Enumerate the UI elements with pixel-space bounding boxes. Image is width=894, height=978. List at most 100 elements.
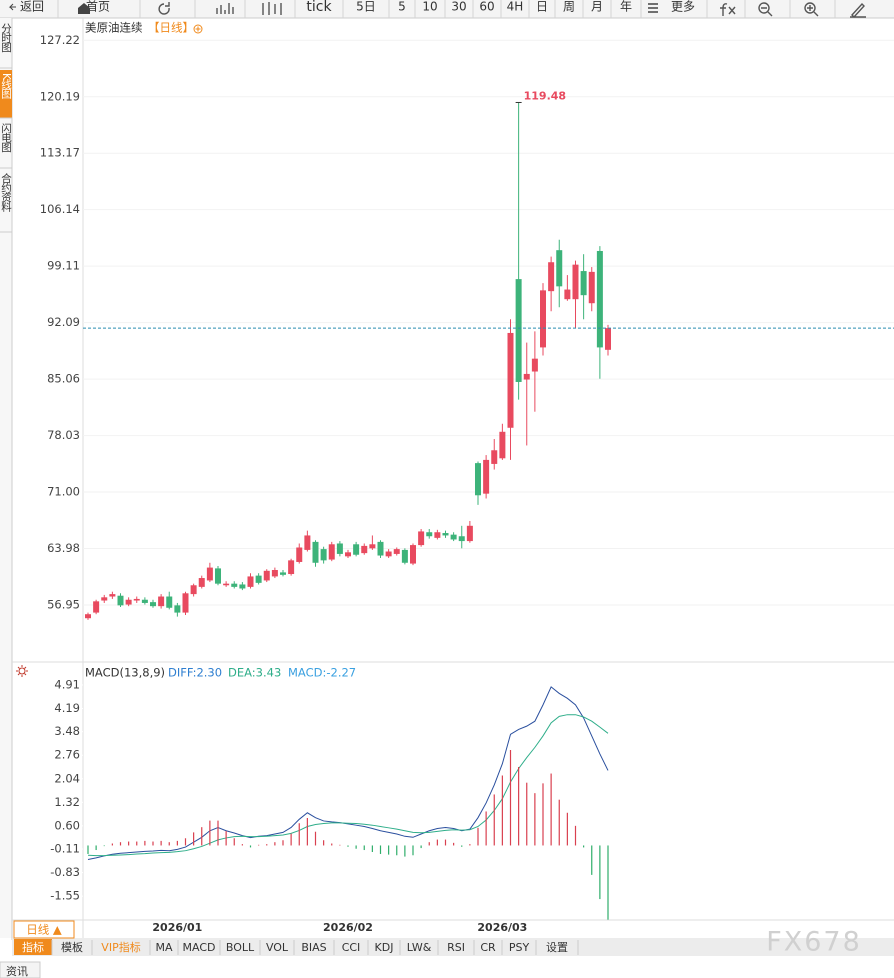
- indicator-tab[interactable]: 指标: [22, 940, 44, 954]
- sidebar-tab[interactable]: 合约资料: [0, 172, 12, 213]
- indicator-tab[interactable]: LW&: [407, 941, 432, 954]
- y-tick-label: 3.48: [54, 724, 80, 738]
- macd-bar: [453, 842, 455, 846]
- candle-body: [288, 560, 295, 575]
- macd-bar: [355, 845, 357, 849]
- fx-icon[interactable]: [720, 3, 736, 16]
- candle-body: [182, 593, 189, 613]
- macd-bar: [95, 845, 97, 851]
- toolbar-icons[interactable]: [158, 2, 866, 19]
- x-tick-label: 2026/03: [477, 921, 527, 934]
- candle-body: [515, 279, 522, 382]
- pen-icon[interactable]: [850, 2, 866, 19]
- candle-body: [206, 567, 213, 581]
- candle-body: [483, 459, 490, 494]
- zoom-in-icon[interactable]: [804, 2, 816, 14]
- zoom-in-icon-stroke[interactable]: [807, 5, 819, 17]
- macd-bar: [306, 818, 308, 846]
- sidebar-tab[interactable]: 闪电图: [0, 122, 12, 153]
- candle-body: [531, 358, 538, 372]
- indicator-tab[interactable]: BIAS: [301, 941, 326, 954]
- y-tick-label: 1.32: [54, 795, 80, 809]
- candle-body: [345, 552, 351, 557]
- candle-body: [426, 532, 433, 537]
- macd-bar: [347, 845, 349, 847]
- indicator-tab[interactable]: CR: [480, 941, 496, 954]
- candle-body: [588, 271, 595, 304]
- macd-bar: [119, 842, 122, 846]
- indicator-tab[interactable]: MA: [155, 941, 172, 954]
- candle-body: [312, 541, 319, 563]
- sidebar-tab[interactable]: K线图: [0, 73, 12, 100]
- candle-body: [466, 525, 473, 542]
- refresh-icon[interactable]: [158, 2, 170, 15]
- indicator-tab[interactable]: VIP指标: [101, 940, 140, 954]
- indicator-tab[interactable]: KDJ: [375, 941, 394, 954]
- indicator-tab[interactable]: VOL: [266, 941, 289, 954]
- toolbar-button[interactable]: 返回: [20, 0, 44, 14]
- indicator-tab-active[interactable]: [14, 939, 52, 955]
- macd-bar: [388, 845, 390, 855]
- indicator-tab[interactable]: RSI: [447, 941, 465, 954]
- footer-tab-label[interactable]: 资讯: [6, 965, 28, 978]
- toolbar-button[interactable]: 年: [620, 0, 632, 14]
- toolbar-button[interactable]: 日: [536, 0, 548, 14]
- settings-icon[interactable]: [16, 665, 28, 677]
- candle-body: [377, 541, 384, 556]
- zoom-out-icon-stroke[interactable]: [761, 7, 773, 17]
- sidebar-tab[interactable]: 分时图: [0, 23, 12, 53]
- footer-tab[interactable]: [0, 961, 41, 978]
- period-button[interactable]: [13, 920, 75, 939]
- x-tick-label: 2026/01: [152, 921, 202, 934]
- menu-icon[interactable]: [648, 3, 658, 13]
- candle-body: [133, 598, 140, 601]
- candle-body: [450, 534, 457, 540]
- back-icon[interactable]: [8, 3, 16, 11]
- indicator-tab[interactable]: 模板: [61, 940, 83, 954]
- toolbar-button[interactable]: 10: [422, 0, 437, 14]
- candle-body: [540, 290, 546, 348]
- macd-bar: [314, 831, 317, 846]
- toolbar-button[interactable]: 更多: [671, 0, 695, 14]
- toolbar-button[interactable]: 5日: [356, 0, 376, 14]
- y-tick-label: 71.00: [47, 485, 80, 499]
- candle-body: [572, 264, 579, 300]
- macd-bar: [558, 799, 560, 846]
- toolbar-button[interactable]: tick: [306, 0, 332, 15]
- add-icon[interactable]: [193, 24, 203, 34]
- candle-icon[interactable]: [262, 2, 282, 15]
- toolbar-button[interactable]: 周: [563, 0, 575, 14]
- macd-bar: [542, 783, 544, 846]
- macd-bar: [599, 845, 601, 900]
- toolbar-button[interactable]: 月: [591, 0, 603, 14]
- toolbar-button[interactable]: 5: [398, 0, 406, 14]
- candle-body: [320, 549, 327, 561]
- indicator-tab[interactable]: MACD: [183, 941, 216, 954]
- candle-body: [442, 533, 449, 536]
- macd-bar: [241, 844, 243, 846]
- toolbar-button[interactable]: 首页: [86, 0, 110, 14]
- home-icon[interactable]: [78, 3, 90, 14]
- macd-bar: [233, 838, 235, 846]
- toolbar-button[interactable]: 30: [451, 0, 466, 14]
- candle-body: [166, 596, 173, 608]
- candle-body: [353, 544, 360, 555]
- toolbar-button[interactable]: 4H: [507, 0, 524, 14]
- indicator-tab[interactable]: BOLL: [226, 941, 255, 954]
- candle-body: [85, 614, 91, 619]
- indicator-tab[interactable]: 设置: [546, 941, 568, 954]
- toolbar-button[interactable]: 60: [479, 0, 494, 14]
- macd-bar: [339, 844, 341, 846]
- y-tick-label: 120.19: [40, 89, 80, 103]
- macd-bar: [209, 820, 211, 846]
- indicator-tab[interactable]: CCI: [342, 941, 361, 954]
- zoom-out-icon[interactable]: [758, 2, 770, 14]
- candle-body: [190, 585, 197, 595]
- candle-body: [369, 544, 376, 549]
- period-button-label[interactable]: 日线 ▲: [26, 923, 62, 937]
- bar-chart-icon[interactable]: [216, 3, 234, 14]
- candle-body: [596, 250, 603, 348]
- candle-body: [328, 544, 335, 560]
- indicator-tab[interactable]: PSY: [509, 941, 530, 954]
- sidebar-tab-active[interactable]: [0, 70, 12, 118]
